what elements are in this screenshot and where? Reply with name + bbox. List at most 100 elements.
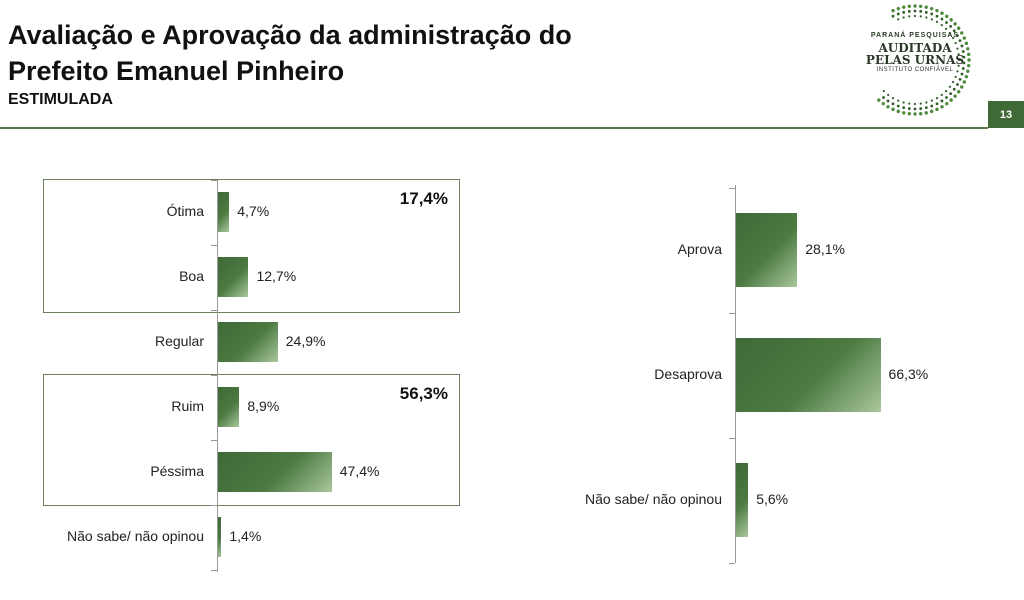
axis-tick xyxy=(211,569,217,571)
logo-dot xyxy=(891,14,895,18)
value-label: 66,3% xyxy=(888,366,929,382)
logo-dot xyxy=(881,101,885,106)
axis-tick xyxy=(211,439,217,441)
logo-dot xyxy=(964,74,969,79)
logo-dot xyxy=(954,75,957,78)
logo-dot xyxy=(918,4,923,8)
logo-dot xyxy=(960,44,964,48)
logo-dot xyxy=(940,105,944,109)
logo-dot xyxy=(940,93,943,97)
logo-dot xyxy=(935,107,939,112)
page-title-line-1: Avaliação e Aprovação da administração d… xyxy=(8,20,572,50)
logo-dot xyxy=(907,107,911,111)
category-label: Ruim xyxy=(171,398,204,414)
chart-axis xyxy=(735,185,736,563)
value-label: 1,4% xyxy=(229,528,262,544)
logo-dot xyxy=(897,99,900,102)
logo-dot xyxy=(962,55,966,59)
group-total-negative: 56,3% xyxy=(399,384,448,403)
logo-dot xyxy=(949,92,953,96)
value-label: 47,4% xyxy=(339,463,380,479)
logo-dot xyxy=(945,21,948,24)
axis-tick xyxy=(211,504,217,506)
logo-dot xyxy=(902,111,906,115)
logo-dot xyxy=(952,87,956,91)
axis-tick xyxy=(729,437,735,439)
axis-tick xyxy=(211,244,217,246)
logo-dot xyxy=(896,12,900,16)
logo-dot xyxy=(949,98,953,102)
logo-dot xyxy=(896,6,901,11)
logo-dot xyxy=(967,58,971,62)
logo-dot xyxy=(929,109,934,114)
logo-dot xyxy=(960,72,964,76)
company-logo: PARANÁ PESQUISAS AUDITADA PELAS URNAS IN… xyxy=(840,0,990,125)
logo-dot xyxy=(962,36,967,40)
logo-dot xyxy=(966,47,970,51)
logo-dot xyxy=(913,107,917,111)
group-total-positive: 17,4% xyxy=(399,189,448,208)
category-label: Desaprova xyxy=(654,366,722,382)
logo-text-line-3: PELAS URNAS xyxy=(865,53,965,67)
logo-dot xyxy=(913,102,917,106)
logo-dot xyxy=(891,107,895,112)
logo-dot xyxy=(960,31,964,35)
logo-text-line-1: PARANÁ PESQUISAS xyxy=(870,32,960,39)
logo-dot xyxy=(961,50,965,53)
bar xyxy=(218,452,332,492)
logo-dot xyxy=(925,101,928,104)
logo-dot xyxy=(891,8,895,13)
logo-dot xyxy=(919,102,922,105)
logo-dot xyxy=(897,18,900,21)
logo-text-line-2: AUDITADA xyxy=(878,41,952,55)
logo-dot xyxy=(945,90,948,93)
logo-dot xyxy=(930,104,934,108)
axis-tick xyxy=(211,179,217,181)
logo-dot xyxy=(956,47,959,50)
logo-dot xyxy=(949,24,953,28)
logo-dot xyxy=(907,4,912,8)
logo-dot xyxy=(967,52,971,57)
value-label: 4,7% xyxy=(237,203,270,219)
logo-dot xyxy=(940,99,944,103)
logo-dot xyxy=(886,99,890,103)
logo-dot xyxy=(924,5,928,9)
logo-dot xyxy=(877,98,881,102)
logo-dot xyxy=(935,14,939,18)
logo-dot xyxy=(913,14,917,18)
group-box-positive xyxy=(43,179,460,313)
page-number-badge: 13 xyxy=(988,101,1024,128)
logo-dot xyxy=(952,80,955,84)
logo-dot xyxy=(907,9,911,13)
bar xyxy=(736,338,881,412)
logo-text-line-4: INSTITUTO CONFIÁVEL xyxy=(876,67,954,73)
logo-dot xyxy=(896,109,901,114)
logo-dot xyxy=(907,112,912,116)
logo-dot xyxy=(949,18,953,22)
axis-tick xyxy=(729,562,735,564)
logo-dot xyxy=(956,70,959,73)
logo-dot-ring-icon xyxy=(877,4,971,116)
logo-dot xyxy=(945,14,949,19)
logo-dot xyxy=(956,90,961,94)
logo-dot xyxy=(945,101,949,106)
logo-dot xyxy=(953,22,957,26)
category-label: Não sabe/ não opinou xyxy=(585,491,722,507)
logo-dot xyxy=(940,11,944,15)
logo-dot xyxy=(945,96,948,99)
logo-dot xyxy=(896,104,900,108)
logo-dot xyxy=(957,53,960,56)
value-label: 24,9% xyxy=(285,333,326,349)
logo-dot xyxy=(962,80,967,84)
logo-dot xyxy=(929,6,934,11)
category-label: Não sabe/ não opinou xyxy=(67,528,204,544)
value-label: 8,9% xyxy=(247,398,280,414)
logo-dot xyxy=(902,106,906,110)
logo-dot xyxy=(913,9,917,13)
logo-dot xyxy=(902,16,905,19)
axis-tick xyxy=(211,374,217,376)
logo-dot xyxy=(964,41,969,46)
logo-dot xyxy=(952,29,956,33)
value-label: 28,1% xyxy=(805,241,845,257)
logo-dot xyxy=(886,105,890,109)
